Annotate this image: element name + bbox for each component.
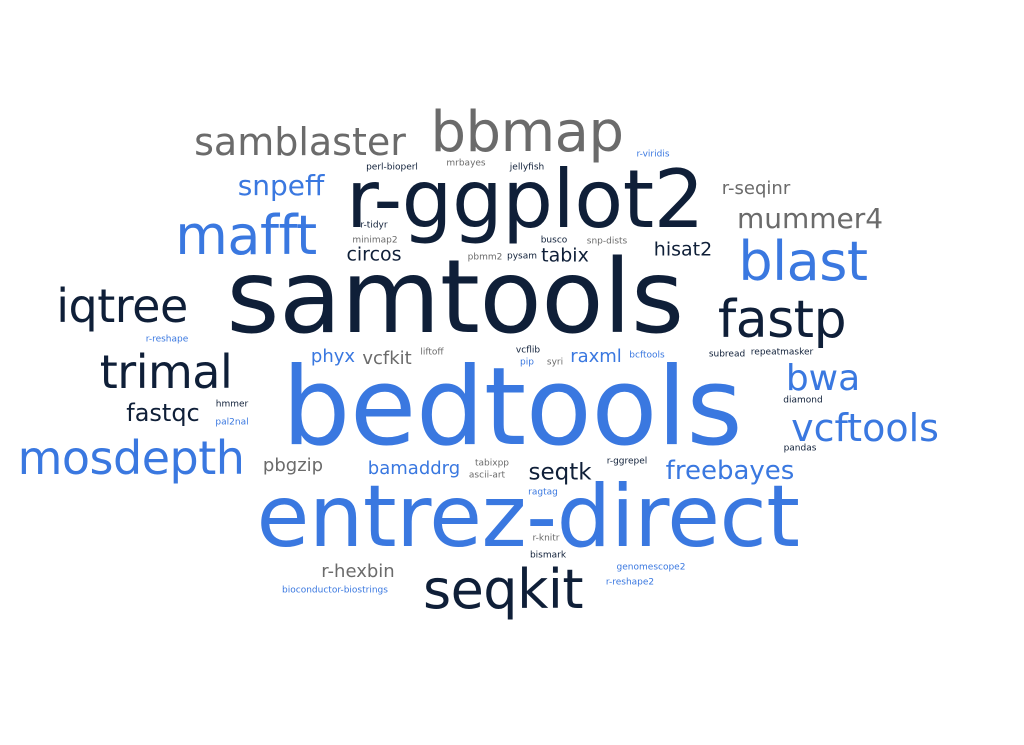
word-bamaddrg: bamaddrg bbox=[367, 458, 461, 479]
word-seqtk: seqtk bbox=[528, 459, 592, 486]
word-bbmap: bbmap bbox=[430, 100, 624, 165]
word-pandas: pandas bbox=[783, 443, 817, 454]
word-r-ggrepel: r-ggrepel bbox=[606, 456, 648, 467]
word-bioconductor-biostrings: bioconductor-biostrings bbox=[282, 585, 388, 596]
word-r-viridis: r-viridis bbox=[636, 149, 670, 160]
word-freebayes: freebayes bbox=[665, 456, 795, 486]
word-r-reshape2: r-reshape2 bbox=[605, 577, 655, 588]
word-samtools: samtools bbox=[226, 238, 684, 357]
word-pip: pip bbox=[520, 357, 534, 368]
word-pbmm2: pbmm2 bbox=[467, 252, 503, 263]
word-fastqc: fastqc bbox=[126, 399, 200, 427]
word-circos: circos bbox=[346, 243, 402, 266]
word-pbgzip: pbgzip bbox=[262, 455, 324, 476]
word-perl-bioperl: perl-bioperl bbox=[366, 162, 418, 173]
word-samblaster: samblaster bbox=[194, 120, 406, 164]
word-busco: busco bbox=[540, 235, 568, 246]
word-r-seqinr: r-seqinr bbox=[721, 178, 791, 199]
word-seqkit: seqkit bbox=[422, 558, 584, 621]
word-bismark: bismark bbox=[529, 550, 567, 561]
word-fastp: fastp bbox=[717, 290, 847, 350]
word-hisat2: hisat2 bbox=[653, 238, 713, 261]
word-r-tidyr: r-tidyr bbox=[360, 220, 388, 231]
word-minimap2: minimap2 bbox=[352, 235, 398, 246]
word-mummer4: mummer4 bbox=[736, 202, 884, 235]
word-snpeff: snpeff bbox=[237, 169, 325, 202]
word-bedtools: bedtools bbox=[281, 345, 743, 470]
word-tabixpp: tabixpp bbox=[474, 458, 510, 469]
word-blast: blast bbox=[738, 230, 868, 293]
word-r-hexbin: r-hexbin bbox=[321, 561, 395, 582]
word-trimal: trimal bbox=[99, 345, 233, 399]
word-ascii-art: ascii-art bbox=[468, 470, 506, 481]
word-liftoff: liftoff bbox=[420, 347, 444, 358]
word-mafft: mafft bbox=[175, 204, 317, 267]
word-vcfkit: vcfkit bbox=[362, 348, 412, 369]
word-r-knitr: r-knitr bbox=[532, 533, 560, 544]
word-vcflib: vcflib bbox=[515, 345, 541, 356]
word-snp-dists: snp-dists bbox=[586, 236, 628, 247]
word-mrbayes: mrbayes bbox=[446, 158, 486, 169]
word-mosdepth: mosdepth bbox=[17, 431, 245, 485]
word-jellyfish: jellyfish bbox=[509, 162, 545, 173]
word-r-ggplot2: r-ggplot2 bbox=[346, 153, 704, 246]
word-pysam: pysam bbox=[506, 251, 538, 262]
word-genomescope2: genomescope2 bbox=[616, 562, 686, 573]
word-iqtree: iqtree bbox=[56, 279, 188, 333]
word-hmmer: hmmer bbox=[215, 399, 249, 410]
word-ragtag: ragtag bbox=[528, 487, 558, 498]
word-bcftools: bcftools bbox=[629, 350, 665, 361]
word-raxml: raxml bbox=[570, 346, 622, 367]
word-diamond: diamond bbox=[783, 395, 823, 406]
word-bwa: bwa bbox=[785, 358, 861, 399]
word-entrez-direct: entrez-direct bbox=[256, 467, 800, 567]
word-tabix: tabix bbox=[541, 244, 589, 267]
word-syri: syri bbox=[546, 357, 564, 368]
word-vcftools: vcftools bbox=[791, 406, 939, 450]
word-subread: subread bbox=[708, 349, 746, 360]
word-repeatmasker: repeatmasker bbox=[750, 347, 814, 358]
word-pal2nal: pal2nal bbox=[215, 417, 249, 428]
word-phyx: phyx bbox=[310, 346, 356, 367]
word-r-reshape: r-reshape bbox=[145, 334, 189, 345]
